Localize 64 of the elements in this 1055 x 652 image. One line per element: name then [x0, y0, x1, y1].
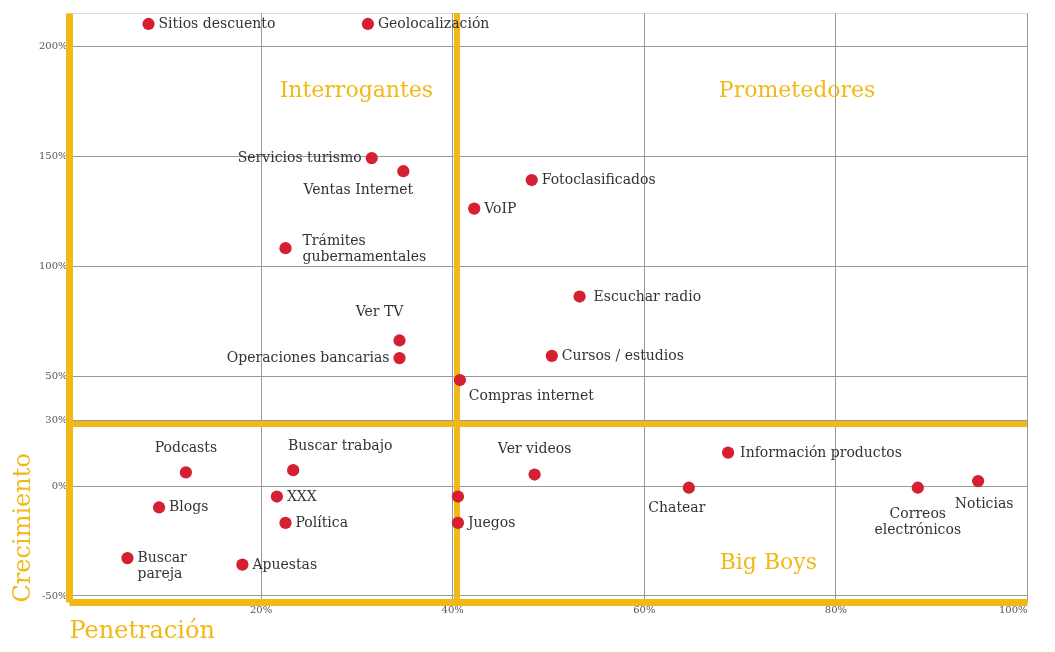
point — [393, 351, 406, 365]
x-tick-label: 40% — [441, 603, 464, 615]
series-label: Sitios descuento — [158, 14, 276, 31]
point — [682, 481, 695, 494]
point — [397, 165, 410, 178]
series-label: Buscar trabajo — [287, 437, 393, 454]
series-label: Información productos — [740, 443, 902, 460]
point — [365, 151, 378, 165]
series-label: Blogs — [169, 498, 209, 515]
x-tick-label: 100% — [998, 603, 1028, 615]
y-tick-label: 100% — [38, 260, 68, 272]
y-tick-label: 150% — [38, 150, 68, 162]
point — [279, 242, 292, 255]
series-label: XXX — [286, 487, 317, 504]
point — [270, 490, 284, 503]
annotation: Prometedores — [718, 76, 876, 102]
point — [451, 516, 465, 529]
point — [528, 468, 541, 481]
point — [179, 466, 192, 479]
point — [393, 334, 406, 347]
annotation: Interrogantes — [279, 76, 434, 102]
y-tick-label: -50% — [41, 589, 68, 601]
series-label: Política — [295, 513, 349, 530]
point — [121, 551, 134, 565]
point — [287, 464, 300, 477]
y-tick-label: 30% — [45, 414, 68, 426]
series-label: Operaciones bancarias — [226, 349, 390, 366]
series-label: Juegos — [465, 513, 516, 530]
y-tick-label: 50% — [45, 370, 68, 382]
series-label: Buscar pareja — [137, 549, 188, 582]
series-label: VoIP — [483, 199, 517, 216]
point — [451, 490, 465, 503]
point — [361, 17, 375, 31]
x-tick-label: 80% — [824, 603, 848, 615]
point — [152, 501, 166, 514]
series-label: Ventas Internet — [302, 181, 414, 198]
point — [453, 373, 466, 387]
x-tick-label: 20% — [249, 603, 273, 615]
point — [721, 446, 735, 459]
series-label: Compras internet — [468, 387, 595, 404]
point — [279, 516, 292, 529]
series-label: Trámites gubernamentales — [302, 232, 427, 265]
y-axis-title: Crecimiento — [7, 453, 36, 603]
series-label: Escuchar radio — [593, 287, 702, 304]
point — [468, 202, 481, 215]
series-label: Ver videos — [496, 439, 572, 456]
x-tick-label: 60% — [633, 603, 656, 615]
series-label: Servicios turismo — [237, 149, 362, 166]
series-label: Chatear — [648, 498, 706, 515]
point — [525, 173, 538, 187]
series-label: Apuestas — [251, 555, 318, 572]
point — [972, 475, 985, 488]
point — [142, 17, 155, 31]
annotation: Big Boys — [719, 549, 818, 575]
y-tick-label: 200% — [38, 40, 68, 52]
series-label: Ver TV — [354, 303, 405, 320]
point — [573, 290, 586, 303]
series-label: Fotoclasificados — [541, 171, 656, 188]
x-axis-title: Penetración — [69, 615, 215, 644]
point — [236, 558, 249, 571]
series-label: Cursos / estudios — [561, 346, 684, 363]
series-label: Podcasts — [154, 439, 218, 456]
point — [911, 481, 924, 494]
point — [545, 349, 558, 362]
